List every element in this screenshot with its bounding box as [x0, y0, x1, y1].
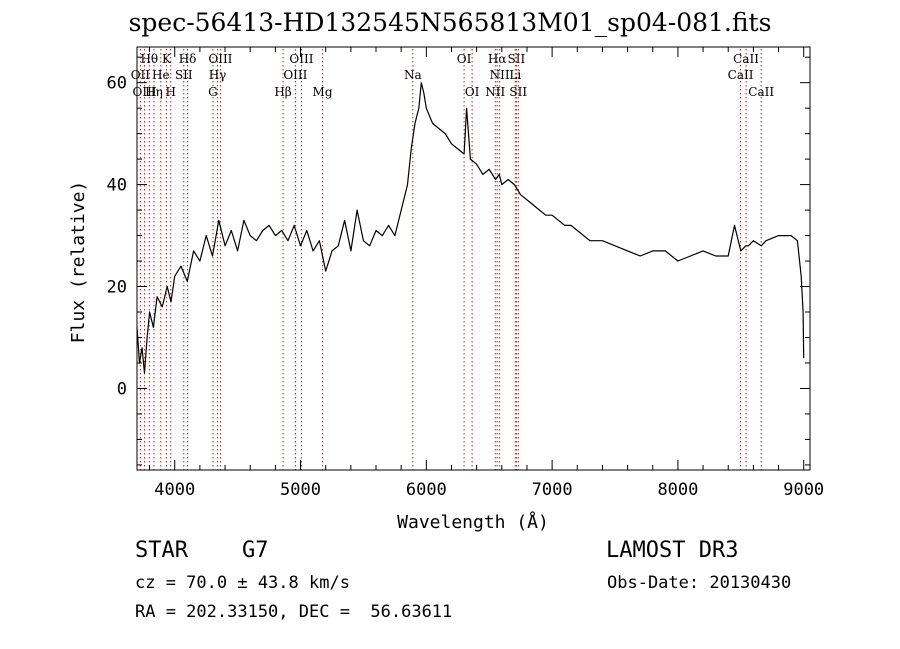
y-tick-label: 0 — [117, 379, 127, 399]
line-marker-label-10: Hγ — [209, 68, 227, 82]
line-marker-label-23: NII — [485, 85, 505, 99]
line-marker-label-17: OI — [457, 52, 472, 66]
line-marker-label-1: OII — [131, 68, 151, 82]
coordinates: RA = 202.33150, DEC = 56.63611 — [135, 602, 453, 622]
line-marker-label-4: Hη — [145, 85, 163, 99]
x-tick-label: 7000 — [532, 480, 573, 500]
observation-date: Obs-Date: 20130430 — [607, 573, 792, 593]
line-marker-label-11: G — [208, 85, 218, 99]
spectrum-layer — [136, 82, 805, 374]
x-axis-label: Wavelength (Å) — [397, 511, 549, 533]
plot-frame — [136, 46, 811, 471]
survey-name: LAMOST DR3 — [606, 538, 739, 563]
line-marker-label-3: He — [152, 68, 170, 82]
line-marker-label-7: H — [165, 85, 175, 99]
y-axis-label: Flux (relative) — [68, 181, 89, 344]
line-marker-label-22: Li — [509, 68, 521, 82]
spectral-type-value: G7 — [242, 538, 269, 563]
line-marker-label-6: SII — [175, 68, 193, 82]
line-marker-label-25: CaII — [733, 52, 759, 66]
line-marker-label-26: CaII — [728, 68, 754, 82]
line-marker-label-27: CaII — [748, 85, 774, 99]
line-marker-label-13: OIII — [283, 68, 307, 82]
line-marker-label-9: OIII — [208, 52, 232, 66]
axes-layer: 4000 5000 6000 7000 8000 9000 0 20 40 60 — [107, 47, 824, 500]
x-tick-label: 6000 — [406, 480, 447, 500]
chart-title: spec-56413-HD132545N565813M01_sp04-081.f… — [128, 8, 772, 37]
line-marker-label-15: Mg — [313, 85, 333, 99]
y-tick-label: 20 — [107, 278, 127, 298]
line-marker-label-21: NII — [490, 68, 510, 82]
line-marker-label-8: Hδ — [179, 52, 197, 66]
line-marker-label-16: Na — [404, 68, 422, 82]
line-marker-label-2: OIII — [133, 85, 157, 99]
line-marker-label-0: Hθ — [140, 52, 158, 66]
y-tick-label: 60 — [107, 74, 127, 94]
line-marker-label-12: OIII — [289, 52, 313, 66]
x-tick-label: 8000 — [657, 480, 698, 500]
line-marker-label-18: OI — [465, 85, 480, 99]
y-tick-label: 40 — [107, 176, 127, 196]
redshift-velocity: cz = 70.0 ± 43.8 km/s — [135, 573, 350, 593]
line-marker-label-19: Hα — [488, 52, 507, 66]
spectrum-line — [136, 82, 805, 374]
object-class-label: STAR — [135, 538, 188, 563]
line-marker-label-20: SII — [508, 52, 526, 66]
x-tick-label: 5000 — [280, 480, 321, 500]
x-tick-label: 9000 — [783, 480, 824, 500]
line-marker-label-24: SII — [509, 85, 527, 99]
line-marker-label-14: Hβ — [274, 85, 291, 99]
line-marker-label-5: K — [162, 52, 172, 66]
x-tick-label: 4000 — [154, 480, 195, 500]
